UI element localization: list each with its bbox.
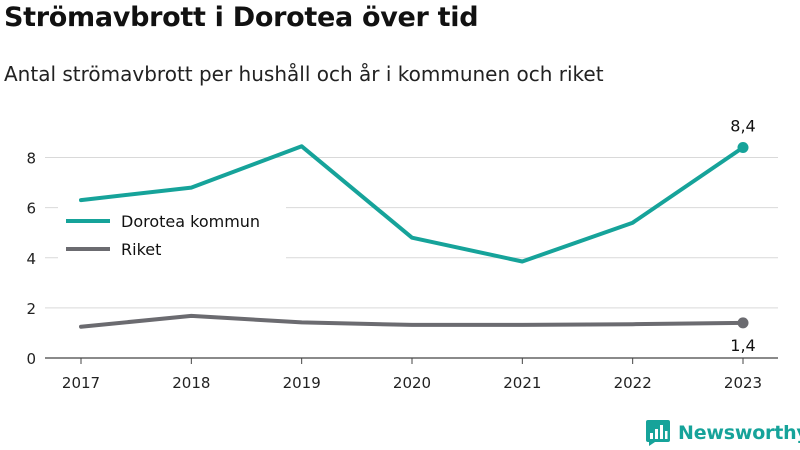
bar-chart-speech-bubble-icon xyxy=(646,420,670,446)
x-tick-label-2019: 2019 xyxy=(283,374,321,392)
series-endpoint-dorotea-kommun xyxy=(737,142,749,154)
x-tick-label-2020: 2020 xyxy=(393,374,431,392)
chart-title: Strömavbrott i Dorotea över tid xyxy=(4,2,479,33)
legend-label-dorotea-kommun: Dorotea kommun xyxy=(121,212,260,231)
series-lines xyxy=(79,142,749,329)
x-axis: 2017 2018 2019 2020 2021 2022 2023 xyxy=(62,358,762,392)
x-tick-label-2018: 2018 xyxy=(172,374,210,392)
series-line-dorotea-kommun xyxy=(79,144,745,264)
y-tick-label-6: 6 xyxy=(26,200,36,218)
x-tick-label-2017: 2017 xyxy=(62,374,100,392)
end-labels: 8,4 1,4 xyxy=(730,117,755,355)
y-tick-label-4: 4 xyxy=(26,250,36,268)
series-line-riket xyxy=(79,313,745,329)
series-endpoint-riket xyxy=(737,317,749,329)
legend: Dorotea kommun Riket xyxy=(58,206,286,264)
x-tick-label-2021: 2021 xyxy=(503,374,541,392)
x-tick-label-2023: 2023 xyxy=(724,374,762,392)
x-tick-label-2022: 2022 xyxy=(614,374,652,392)
data-label-dorotea-kommun: 8,4 xyxy=(730,117,755,136)
chart-subtitle: Antal strömavbrott per hushåll och år i … xyxy=(4,62,604,86)
y-tick-label-8: 8 xyxy=(26,150,36,168)
y-tick-label-2: 2 xyxy=(26,300,36,318)
legend-label-riket: Riket xyxy=(121,240,161,259)
y-axis: 0 2 4 6 8 xyxy=(26,150,36,368)
legend-background xyxy=(58,206,286,264)
brand-logo: Newsworthy xyxy=(645,418,800,448)
data-label-riket: 1,4 xyxy=(730,336,755,355)
y-tick-label-0: 0 xyxy=(26,350,36,368)
brand-name: Newsworthy xyxy=(678,422,800,444)
